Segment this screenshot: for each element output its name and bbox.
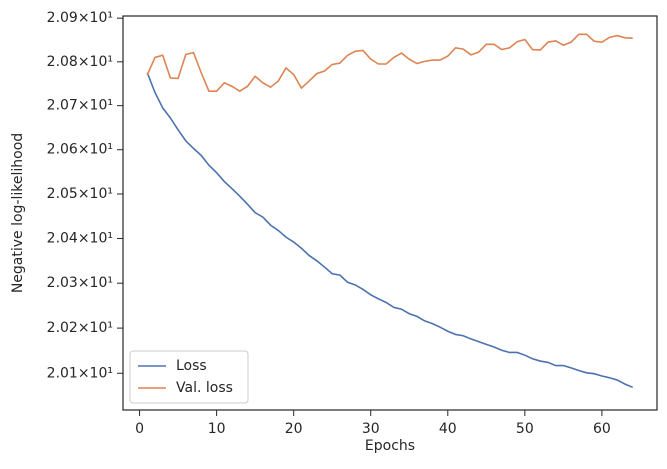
x-axis-label: Epochs	[365, 438, 415, 454]
y-axis-label: Negative log-likelihood	[10, 133, 26, 293]
x-tick-label: 30	[362, 421, 380, 437]
legend-box	[129, 350, 249, 404]
x-tick-label: 40	[439, 421, 457, 437]
y-tick-label: 2.08×10¹	[47, 54, 113, 70]
y-tick-label: 2.03×10¹	[47, 275, 113, 291]
x-tick-label: 20	[285, 421, 303, 437]
x-tick-label: 50	[516, 421, 534, 437]
y-tick-label: 2.07×10¹	[47, 98, 113, 114]
x-tick-label: 10	[208, 421, 226, 437]
series-line	[146, 33, 633, 93]
y-tick-label: 2.01×10¹	[47, 365, 113, 381]
y-tick-label: 2.04×10¹	[47, 230, 113, 246]
y-tick-label: 2.02×10¹	[47, 320, 113, 336]
x-tick-label: 0	[135, 421, 144, 437]
legend-label: Val. loss	[176, 380, 233, 396]
y-tick-label: 2.06×10¹	[47, 142, 113, 158]
y-tick-label: 2.09×10¹	[47, 10, 113, 26]
series-line	[146, 72, 634, 389]
legend-label: Loss	[176, 358, 207, 374]
x-tick-label: 60	[593, 421, 611, 437]
plot-frame	[122, 15, 658, 411]
y-tick-label: 2.05×10¹	[47, 186, 113, 202]
